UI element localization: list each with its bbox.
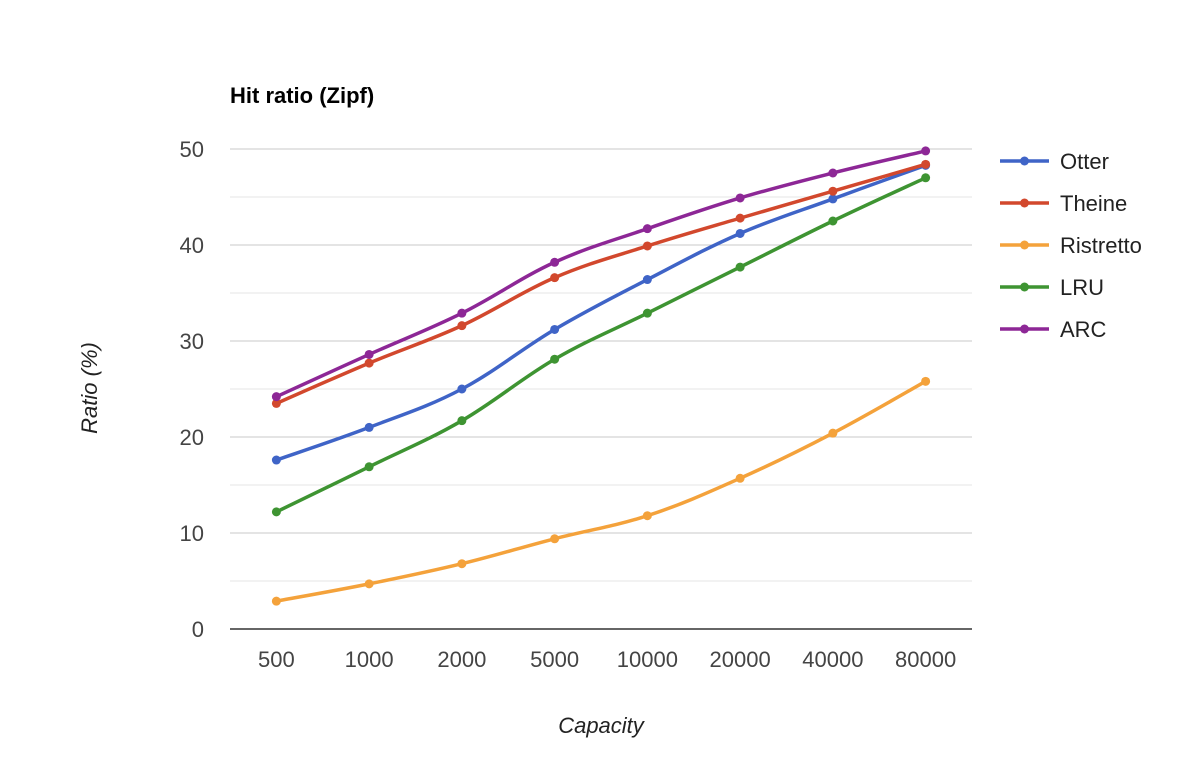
data-point-otter bbox=[642, 275, 652, 285]
data-point-theine bbox=[735, 213, 745, 223]
data-point-lru bbox=[642, 308, 652, 318]
data-point-theine bbox=[271, 398, 281, 408]
data-point-arc bbox=[921, 146, 931, 156]
x-tick-label: 40000 bbox=[802, 647, 863, 672]
y-tick-label: 10 bbox=[180, 521, 204, 546]
data-point-arc bbox=[550, 257, 560, 267]
legend-label: LRU bbox=[1060, 275, 1104, 300]
series-ristretto bbox=[271, 376, 931, 606]
x-tick-label: 20000 bbox=[710, 647, 771, 672]
data-point-otter bbox=[735, 228, 745, 238]
series-otter bbox=[271, 160, 931, 465]
legend-item-theine[interactable]: Theine bbox=[1000, 191, 1127, 216]
x-tick-label: 2000 bbox=[437, 647, 486, 672]
legend[interactable]: Otter Theine Ristretto LRU ARC bbox=[1000, 149, 1142, 342]
y-axis-label: Ratio (%) bbox=[77, 342, 102, 434]
data-point-ristretto bbox=[642, 511, 652, 521]
data-point-otter bbox=[550, 324, 560, 334]
data-point-ristretto bbox=[457, 559, 467, 569]
data-point-lru bbox=[550, 354, 560, 364]
legend-swatch-marker bbox=[1020, 324, 1029, 334]
legend-item-ristretto[interactable]: Ristretto bbox=[1000, 233, 1142, 258]
legend-label: ARC bbox=[1060, 317, 1107, 342]
data-point-ristretto bbox=[550, 534, 560, 544]
gridlines bbox=[230, 148, 972, 582]
chart-title: Hit ratio (Zipf) bbox=[230, 83, 374, 108]
data-point-theine bbox=[457, 321, 467, 331]
data-point-ristretto bbox=[364, 579, 374, 589]
y-tick-label: 40 bbox=[180, 233, 204, 258]
series-line-lru bbox=[274, 176, 928, 514]
data-point-lru bbox=[364, 462, 374, 472]
data-point-arc bbox=[271, 392, 281, 402]
series-line-arc bbox=[274, 149, 928, 399]
legend-swatch-marker bbox=[1020, 240, 1029, 250]
x-axis-label: Capacity bbox=[558, 713, 646, 738]
y-tick-label: 50 bbox=[180, 137, 204, 162]
y-axis-ticks: 0 10 20 30 40 50 bbox=[180, 137, 204, 642]
x-tick-label: 1000 bbox=[345, 647, 394, 672]
legend-swatch-marker bbox=[1020, 282, 1029, 292]
legend-item-otter[interactable]: Otter bbox=[1000, 149, 1109, 174]
data-point-arc bbox=[457, 308, 467, 318]
data-point-ristretto bbox=[828, 428, 838, 438]
data-point-arc bbox=[642, 224, 652, 234]
data-point-theine bbox=[921, 159, 931, 169]
data-point-theine bbox=[828, 186, 838, 196]
legend-item-lru[interactable]: LRU bbox=[1000, 275, 1104, 300]
y-tick-label: 20 bbox=[180, 425, 204, 450]
data-point-otter bbox=[457, 384, 467, 394]
x-axis-ticks: 500 1000 2000 5000 10000 20000 40000 80000 bbox=[258, 647, 956, 672]
data-point-otter bbox=[828, 194, 838, 204]
data-point-arc bbox=[735, 193, 745, 203]
series-lru bbox=[271, 173, 931, 517]
data-point-theine bbox=[364, 358, 374, 368]
data-point-otter bbox=[271, 455, 281, 465]
data-point-theine bbox=[550, 273, 560, 283]
y-tick-label: 30 bbox=[180, 329, 204, 354]
data-point-arc bbox=[828, 168, 838, 178]
data-point-ristretto bbox=[735, 473, 745, 483]
series-theine bbox=[271, 159, 931, 408]
data-point-theine bbox=[642, 241, 652, 251]
data-point-ristretto bbox=[921, 376, 931, 386]
x-tick-label: 500 bbox=[258, 647, 295, 672]
data-point-otter bbox=[364, 422, 374, 432]
data-point-arc bbox=[364, 349, 374, 359]
legend-swatch-marker bbox=[1020, 156, 1029, 166]
legend-label: Otter bbox=[1060, 149, 1109, 174]
legend-swatch-marker bbox=[1020, 198, 1029, 208]
data-point-lru bbox=[921, 173, 931, 183]
legend-label: Ristretto bbox=[1060, 233, 1142, 258]
legend-item-arc[interactable]: ARC bbox=[1000, 317, 1107, 342]
data-point-lru bbox=[457, 416, 467, 426]
series-line-ristretto bbox=[274, 379, 928, 603]
x-tick-label: 10000 bbox=[617, 647, 678, 672]
data-point-lru bbox=[271, 507, 281, 517]
data-point-lru bbox=[735, 262, 745, 272]
x-tick-label: 80000 bbox=[895, 647, 956, 672]
series-lines bbox=[271, 146, 931, 606]
series-line-theine bbox=[274, 162, 928, 406]
x-tick-label: 5000 bbox=[530, 647, 579, 672]
data-point-lru bbox=[828, 216, 838, 226]
series-line-otter bbox=[274, 163, 928, 462]
data-point-ristretto bbox=[271, 596, 281, 606]
legend-label: Theine bbox=[1060, 191, 1127, 216]
series-arc bbox=[271, 146, 931, 402]
y-tick-label: 0 bbox=[192, 617, 204, 642]
